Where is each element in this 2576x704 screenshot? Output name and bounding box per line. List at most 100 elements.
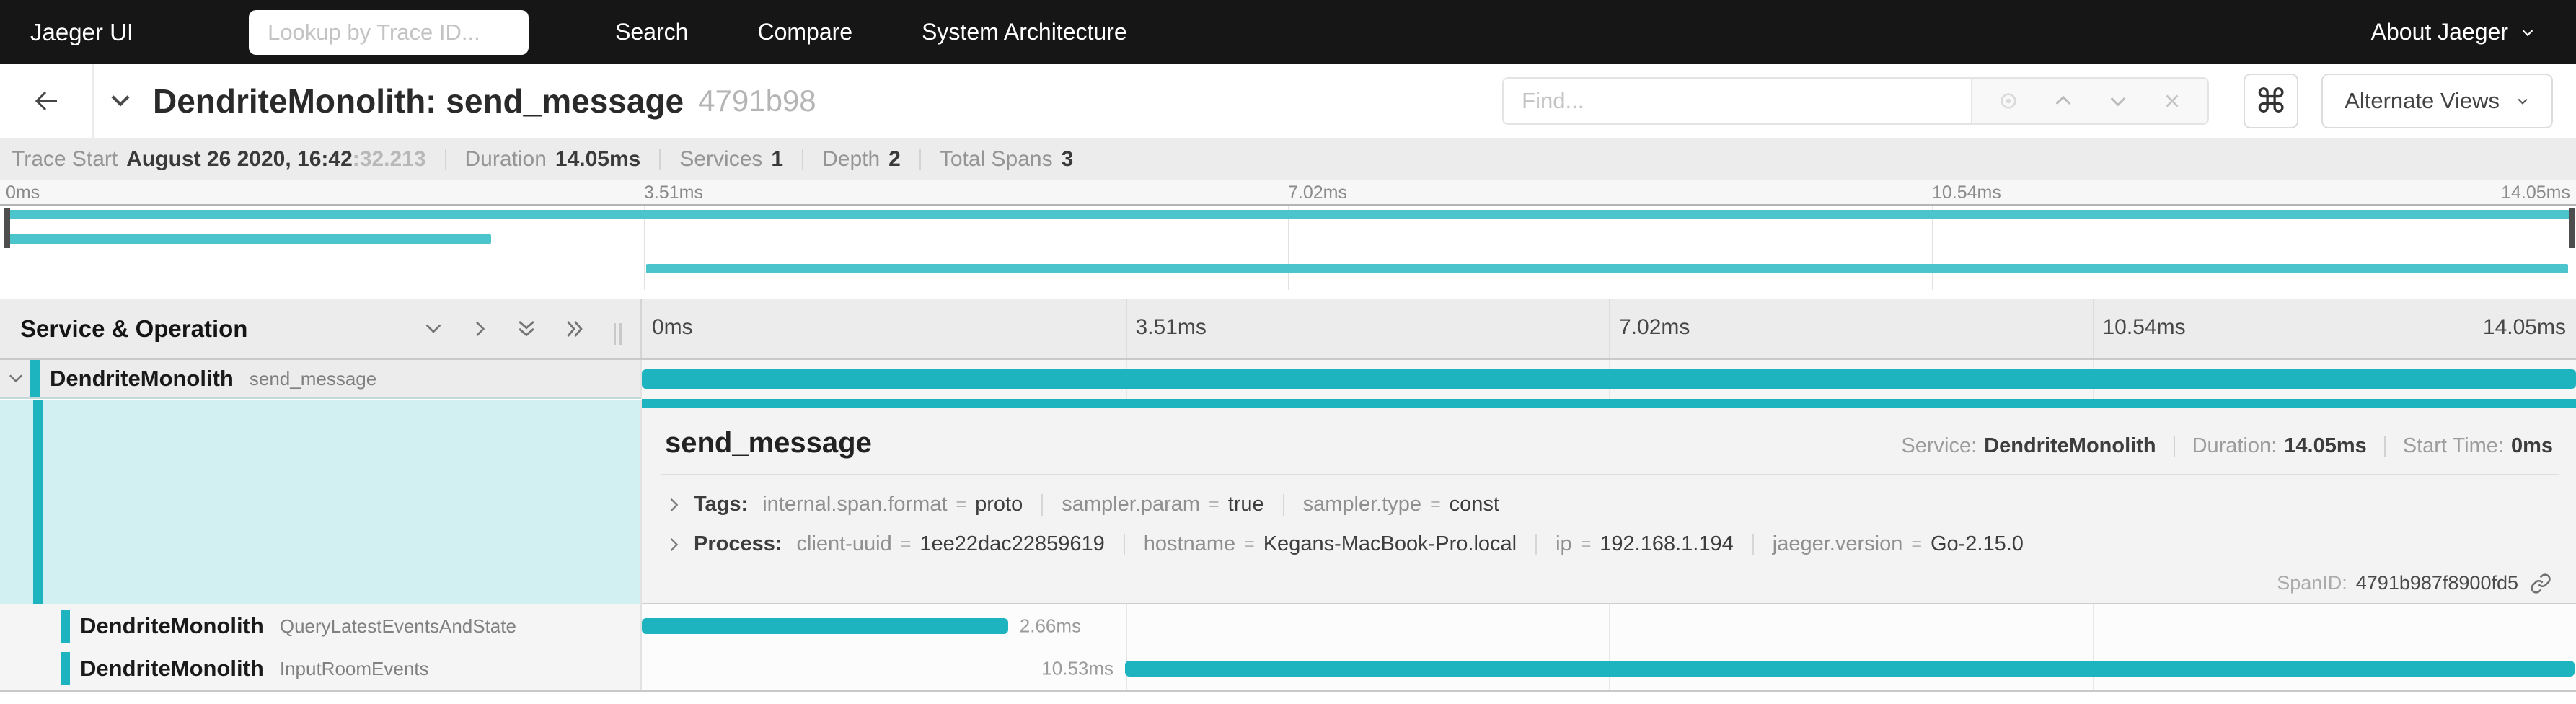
divider [919,149,921,170]
duration-value: 14.05ms [555,146,641,171]
collapse-one-icon[interactable] [422,317,445,340]
find-prev-icon[interactable] [2052,89,2075,113]
process-row: Process: client-uuid = 1ee22dac22859619 … [642,532,2576,556]
service-value: DendriteMonolith [1984,434,2156,457]
process-label[interactable]: Process: [694,532,782,555]
start-time-label: Start Time: [2402,434,2504,457]
span-duration-bar[interactable] [1125,661,2575,677]
chevron-down-icon [107,87,134,115]
process-value: 192.168.1.194 [1600,532,1734,555]
span-duration-bar[interactable] [642,618,1008,634]
equals-sign: = [1430,494,1441,514]
back-button[interactable] [0,64,94,138]
arrow-left-icon [30,85,62,117]
collapse-controls [422,313,630,345]
find-next-icon[interactable] [2107,89,2130,113]
start-time-value: 0ms [2510,434,2553,457]
divider [659,149,661,170]
nav-link-search[interactable]: Search [615,19,689,45]
expand-all-icon[interactable] [562,317,586,341]
timeline-tick: 3.51ms [1135,315,1207,339]
span-timeline-cell[interactable] [642,360,2576,399]
tag-key: sampler.type [1302,493,1422,516]
page-title: DendriteMonolith: send_message [153,82,684,120]
divider [1752,533,1754,555]
span-name-cell[interactable]: DendriteMonolith QueryLatestEventsAndSta… [0,604,642,648]
trace-summary-bar: Trace Start August 26 2020, 16:42:32.213… [0,138,2576,180]
timeline-minimap[interactable] [0,204,2576,290]
span-name-cell[interactable]: DendriteMonolith InputRoomEvents [0,648,642,690]
timeline-gridline [1125,604,1127,648]
equals-sign: = [956,494,967,514]
keyboard-shortcuts-button[interactable]: ⌘ [2244,74,2299,128]
process-key: jaeger.version [1772,532,1903,555]
list-bottom-border [0,690,2576,692]
tag-key: internal.span.format [762,493,948,516]
divider [661,474,2559,475]
divider [1123,533,1125,555]
span-operation-name: QueryLatestEventsAndState [279,615,516,637]
collapse-all-icon[interactable] [514,317,539,341]
minimap-gridline [1288,206,1289,290]
chevron-right-icon[interactable] [663,534,684,555]
timeline-tick: 0ms [652,315,693,339]
find-input[interactable] [1502,77,1972,125]
span-duration-bar[interactable] [642,369,2576,389]
timeline-gridline [1125,299,1127,358]
nav-links: Search Compare System Architecture [615,19,1127,45]
span-service-name: DendriteMonolith [50,366,234,391]
minimap-tick: 3.51ms [644,182,703,203]
divider [2173,435,2175,457]
trace-id-short: 4791b98 [698,84,816,118]
span-row-query-latest-events: DendriteMonolith QueryLatestEventsAndSta… [0,604,2576,648]
duration-value: 14.05ms [2284,434,2367,457]
minimap-gridline [1932,206,1933,290]
nav-link-system-architecture[interactable]: System Architecture [922,19,1127,45]
span-timeline-cell[interactable]: 10.53ms [642,648,2576,690]
divider [2383,435,2386,457]
app-brand[interactable]: Jaeger UI [30,18,134,45]
span-name-cell[interactable]: DendriteMonolith send_message [0,360,642,399]
span-detail-overview: Service: DendriteMonolith Duration: 14.0… [1901,434,2553,458]
expand-one-icon[interactable] [468,317,491,340]
span-operation-name: InputRoomEvents [279,657,429,679]
span-duration-label: 10.53ms [1041,657,1114,679]
chevron-down-icon[interactable] [6,369,26,389]
command-icon: ⌘ [2254,82,2288,120]
timeline-tick: 7.02ms [1619,315,1690,339]
timeline-gridline [1609,299,1610,358]
locate-icon[interactable] [1997,89,2020,113]
trace-id-lookup-input[interactable] [249,9,529,55]
service-label: Service: [1901,434,1977,457]
span-id-value: 4791b987f8900fd5 [2355,572,2518,594]
alternate-views-button[interactable]: Alternate Views [2321,74,2553,128]
total-spans-value: 3 [1061,146,1074,171]
divider [802,149,804,170]
minimap-span-bar [6,234,492,244]
trace-collapse-toggle[interactable] [107,87,134,115]
span-duration-label: 2.66ms [1019,615,1082,637]
minimap-scrubber-left-handle[interactable] [4,208,10,248]
total-spans-label: Total Spans [939,146,1053,171]
span-timeline-cell[interactable]: 2.66ms [642,604,2576,648]
process-value: Kegans-MacBook-Pro.local [1263,532,1517,555]
link-icon[interactable] [2530,573,2551,594]
chevron-right-icon[interactable] [663,495,684,515]
span-id-label: SpanID: [2277,572,2347,594]
process-item: hostname = Kegans-MacBook-Pro.local [1144,532,1517,556]
process-key: hostname [1143,532,1236,555]
equals-sign: = [1209,494,1219,514]
span-detail-selected-column[interactable] [0,400,642,604]
span-detail-title: send_message [665,427,872,459]
nav-link-compare[interactable]: Compare [757,19,853,45]
minimap-scrubber-right-handle[interactable] [2569,208,2575,248]
span-detail-header: send_message Service: DendriteMonolith D… [642,408,2576,459]
divider [1041,493,1044,516]
about-jaeger-menu[interactable]: About Jaeger [2371,19,2536,45]
equals-sign: = [1911,534,1922,554]
find-clear-icon[interactable] [2161,90,2183,112]
tags-label[interactable]: Tags: [694,493,749,516]
span-detail-panel: send_message Service: DendriteMonolith D… [642,408,2576,604]
column-resize-handle[interactable] [614,323,622,345]
timeline-tick: 14.05ms [2482,315,2566,339]
